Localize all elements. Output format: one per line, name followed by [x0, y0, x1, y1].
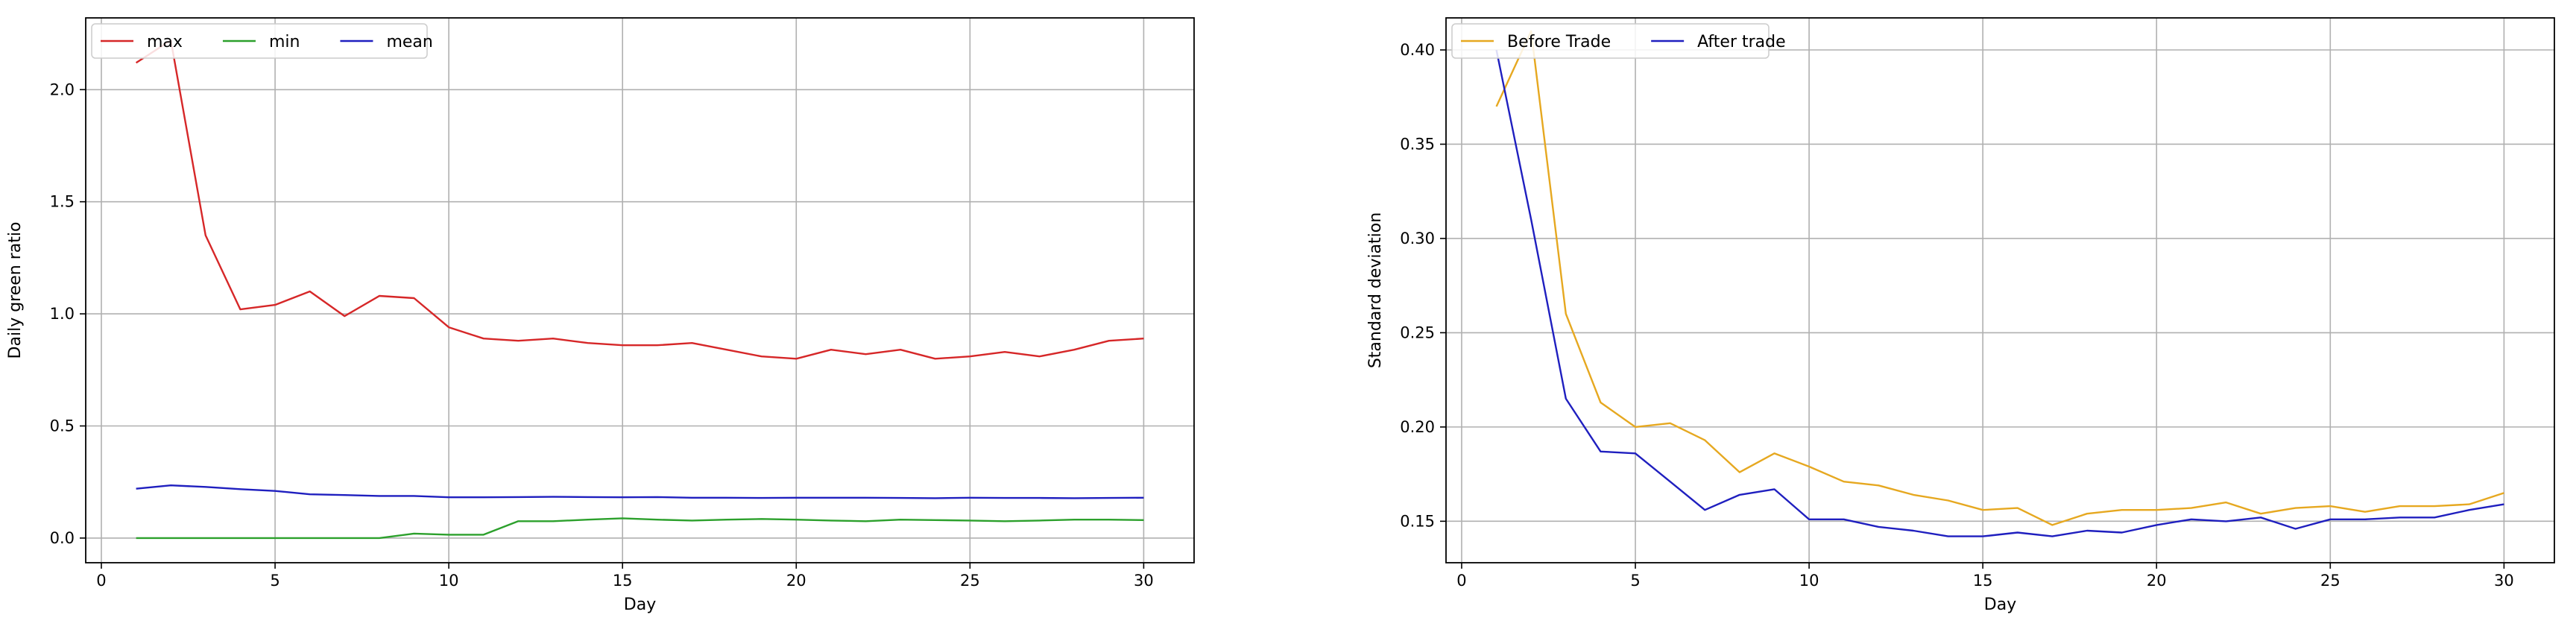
chart-daily-green-ratio: 0 5 10 15 20 25 30 0.0 0.5 1.0 1.5 2.0 Day Daily gree…: [6, 17, 1195, 614]
y-tick-label: 0.0: [50, 529, 75, 547]
legend-label-min: min: [269, 33, 300, 51]
x-axis-label: Day: [624, 596, 656, 614]
x-tick-label: 25: [2320, 572, 2340, 590]
x-tick-label: 15: [1973, 572, 1993, 590]
legend-box: [1451, 23, 1770, 59]
y-axis-label: Standard deviation: [1366, 212, 1385, 368]
series-group: [135, 39, 1144, 540]
series-line-after-trade: [1495, 49, 2504, 537]
chart-standard-deviation: 0 5 10 15 20 25 30 0.15 0.20 0.25 0.30 0.35 0.40 Day S…: [1366, 17, 2555, 614]
x-tick-label: 25: [960, 572, 980, 590]
x-tick-label: 15: [613, 572, 633, 590]
series-line-before-trade: [1495, 30, 2504, 526]
legend-box: [91, 23, 428, 59]
x-tick-label: 0: [96, 572, 106, 590]
y-tick-label: 0.30: [1400, 230, 1435, 247]
legend-label-max: max: [147, 33, 183, 51]
legend: Before Trade After trade: [1451, 23, 1786, 59]
x-tick-label: 30: [1134, 572, 1154, 590]
y-tick-label: 1.0: [50, 305, 75, 323]
y-tick-label: 1.5: [50, 193, 75, 211]
y-tick-label: 0.25: [1400, 323, 1435, 341]
series-line-min: [136, 517, 1144, 540]
x-tick-label: 20: [2147, 572, 2167, 590]
x-tick-label: 10: [1799, 572, 1819, 590]
x-tick-label: 0: [1456, 572, 1466, 590]
x-tick-label: 10: [439, 572, 459, 590]
series-group: [1495, 30, 2504, 537]
x-tick-label: 30: [2494, 572, 2514, 590]
series-line-max: [135, 39, 1144, 360]
y-tick-label: 0.15: [1400, 512, 1435, 530]
y-tick-label: 2.0: [50, 80, 75, 98]
plot-frame: [1445, 17, 2555, 563]
y-tick-label: 0.5: [50, 417, 75, 435]
series-line-mean: [136, 484, 1144, 499]
plot-frame: [85, 17, 1195, 563]
x-tick-label: 20: [786, 572, 806, 590]
legend: max min mean: [91, 23, 433, 59]
x-tick-label: 5: [1630, 572, 1640, 590]
legend-label-before-trade: Before Trade: [1507, 33, 1611, 51]
y-tick-label: 0.20: [1400, 418, 1435, 436]
x-tick-label: 5: [270, 572, 280, 590]
legend-label-after-trade: After trade: [1697, 33, 1785, 51]
y-tick-label: 0.35: [1400, 135, 1435, 153]
y-tick-label: 0.40: [1400, 41, 1435, 59]
y-axis-label: Daily green ratio: [6, 222, 25, 359]
legend-label-mean: mean: [386, 33, 432, 51]
x-axis-label: Day: [1984, 596, 2016, 614]
